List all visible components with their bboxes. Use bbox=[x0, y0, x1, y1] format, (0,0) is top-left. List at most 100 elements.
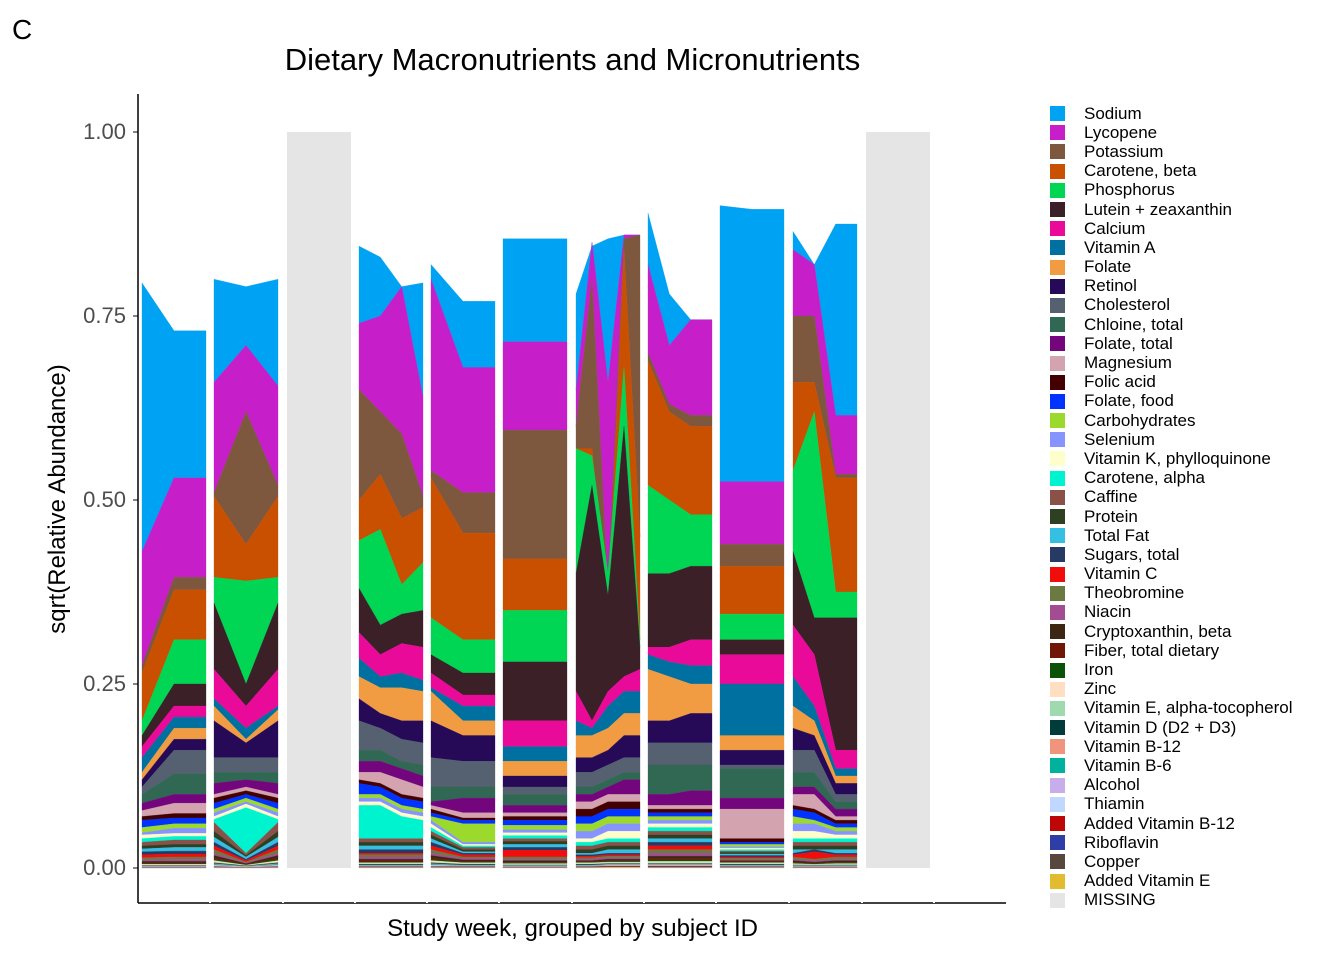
legend-item: Carbohydrates bbox=[1050, 411, 1293, 430]
legend-swatch bbox=[1050, 585, 1065, 601]
area-band-vitamin-c bbox=[358, 853, 424, 855]
area-band-folic-acid bbox=[647, 808, 713, 813]
area-band-sugars-total bbox=[647, 842, 713, 847]
legend-label: Vitamin B-6 bbox=[1084, 755, 1172, 775]
area-band-total-fat bbox=[647, 838, 713, 843]
legend-swatch bbox=[1050, 624, 1065, 640]
legend-swatch bbox=[1050, 182, 1065, 198]
legend-label: Cryptoxanthin, beta bbox=[1084, 621, 1232, 641]
area-band-cholesterol bbox=[213, 757, 279, 773]
area-band-folic-acid bbox=[502, 816, 568, 821]
area-band-vitamin-a bbox=[719, 683, 785, 736]
panel-label: C bbox=[12, 14, 33, 45]
area-band-caffine bbox=[502, 838, 568, 842]
area-band-chloine-total bbox=[502, 794, 568, 806]
legend-label: MISSING bbox=[1084, 890, 1156, 910]
legend-item: Total Fat bbox=[1050, 526, 1293, 545]
legend-item: Zinc bbox=[1050, 679, 1293, 699]
legend-swatch bbox=[1050, 566, 1065, 582]
area-band-phosphorus bbox=[719, 613, 785, 640]
legend-item: Iron bbox=[1050, 660, 1293, 679]
area-band-niacin bbox=[647, 853, 713, 857]
area-band-vitamin-c bbox=[647, 845, 713, 850]
legend-swatch bbox=[1050, 835, 1065, 851]
legend-swatch bbox=[1050, 317, 1065, 333]
legend-label: Chloine, total bbox=[1084, 314, 1184, 334]
legend-item: Caffine bbox=[1050, 487, 1293, 507]
area-band-magnesium bbox=[647, 805, 713, 810]
legend-swatch bbox=[1050, 413, 1065, 429]
area-band-sodium bbox=[502, 238, 568, 342]
area-band-protein bbox=[358, 842, 424, 847]
area-band-cholesterol bbox=[647, 742, 713, 766]
area-band-protein bbox=[719, 852, 785, 855]
area-band-caffine bbox=[358, 838, 424, 843]
area-band-vitamin-k-phylloquinone bbox=[719, 847, 785, 850]
area-band-chloine-total bbox=[719, 768, 785, 799]
area-band-carotene-alpha bbox=[792, 838, 858, 843]
legend-swatch bbox=[1050, 816, 1065, 832]
legend-swatch bbox=[1050, 489, 1065, 505]
legend-swatch bbox=[1050, 854, 1065, 870]
area-band-caffine bbox=[647, 831, 713, 836]
area-band-vitamin-a bbox=[502, 746, 568, 762]
area-band-folate bbox=[719, 735, 785, 751]
area-band-niacin bbox=[502, 859, 568, 861]
legend-swatch bbox=[1050, 144, 1065, 160]
area-band-theobromine bbox=[502, 856, 568, 860]
area-band-folate-total bbox=[719, 797, 785, 810]
y-tick-label: 0.50 bbox=[83, 487, 126, 512]
legend-swatch bbox=[1050, 470, 1065, 486]
area-band-phosphorus bbox=[502, 610, 568, 663]
area-band-lutein-zeaxanthin bbox=[719, 639, 785, 655]
area-band-cryptoxanthin-beta bbox=[141, 861, 207, 863]
legend-swatch bbox=[1050, 432, 1065, 448]
legend-label: Carbohydrates bbox=[1084, 410, 1196, 430]
legend-label: Added Vitamin E bbox=[1084, 871, 1211, 891]
area-band-carotene-beta bbox=[502, 558, 568, 611]
legend-item: Folate, food bbox=[1050, 391, 1293, 411]
legend-label: Iron bbox=[1084, 660, 1114, 680]
area-band-caffine bbox=[792, 842, 858, 847]
area-band-selenium bbox=[647, 820, 713, 824]
legend-item: Folate bbox=[1050, 257, 1293, 277]
legend-swatch bbox=[1050, 604, 1065, 620]
y-tick-label: 0.00 bbox=[83, 855, 126, 880]
legend-item: Carotene, beta bbox=[1050, 161, 1293, 181]
legend: Sodium Lycopene Potassium Carotene, beta Pho… bbox=[1050, 104, 1293, 910]
legend-item: Calcium bbox=[1050, 219, 1293, 238]
legend-item: Folate, total bbox=[1050, 334, 1293, 353]
area-band-theobromine bbox=[647, 849, 713, 854]
legend-label: Caffine bbox=[1084, 487, 1138, 507]
legend-label: Folate bbox=[1084, 257, 1132, 277]
missing-facet bbox=[287, 132, 351, 868]
legend-item: Chloine, total bbox=[1050, 315, 1293, 334]
area-band-cryptoxanthin-beta bbox=[358, 859, 424, 861]
legend-label: Vitamin D (D2 + D3) bbox=[1084, 717, 1237, 737]
legend-item: Added Vitamin E bbox=[1050, 871, 1293, 891]
legend-swatch bbox=[1050, 643, 1065, 659]
legend-label: Niacin bbox=[1084, 602, 1132, 622]
legend-item: Riboflavin bbox=[1050, 833, 1293, 852]
legend-label: Carotene, alpha bbox=[1084, 468, 1205, 488]
area-band-total-fat bbox=[719, 853, 785, 856]
area-band-lutein-zeaxanthin bbox=[647, 566, 713, 648]
area-band-vitamin-k-phylloquinone bbox=[502, 832, 568, 836]
area-band-folic-acid bbox=[719, 838, 785, 843]
legend-label: Vitamin A bbox=[1084, 237, 1156, 257]
area-band-caffine bbox=[719, 850, 785, 853]
legend-item: Lycopene bbox=[1050, 123, 1293, 142]
area-band-cryptoxanthin-beta bbox=[502, 860, 568, 863]
legend-label: Magnesium bbox=[1084, 353, 1172, 373]
legend-label: Theobromine bbox=[1084, 583, 1185, 603]
legend-item: Thiamin bbox=[1050, 794, 1293, 814]
legend-label: Zinc bbox=[1084, 679, 1117, 699]
legend-swatch bbox=[1050, 374, 1065, 390]
area-band-theobromine bbox=[719, 858, 785, 861]
legend-item: Niacin bbox=[1050, 602, 1293, 622]
area-band-fiber-total-dietary bbox=[647, 858, 713, 861]
legend-item: Vitamin A bbox=[1050, 238, 1293, 257]
y-tick-label: 0.75 bbox=[83, 303, 126, 328]
legend-swatch bbox=[1050, 758, 1065, 774]
area-band-niacin bbox=[358, 856, 424, 860]
